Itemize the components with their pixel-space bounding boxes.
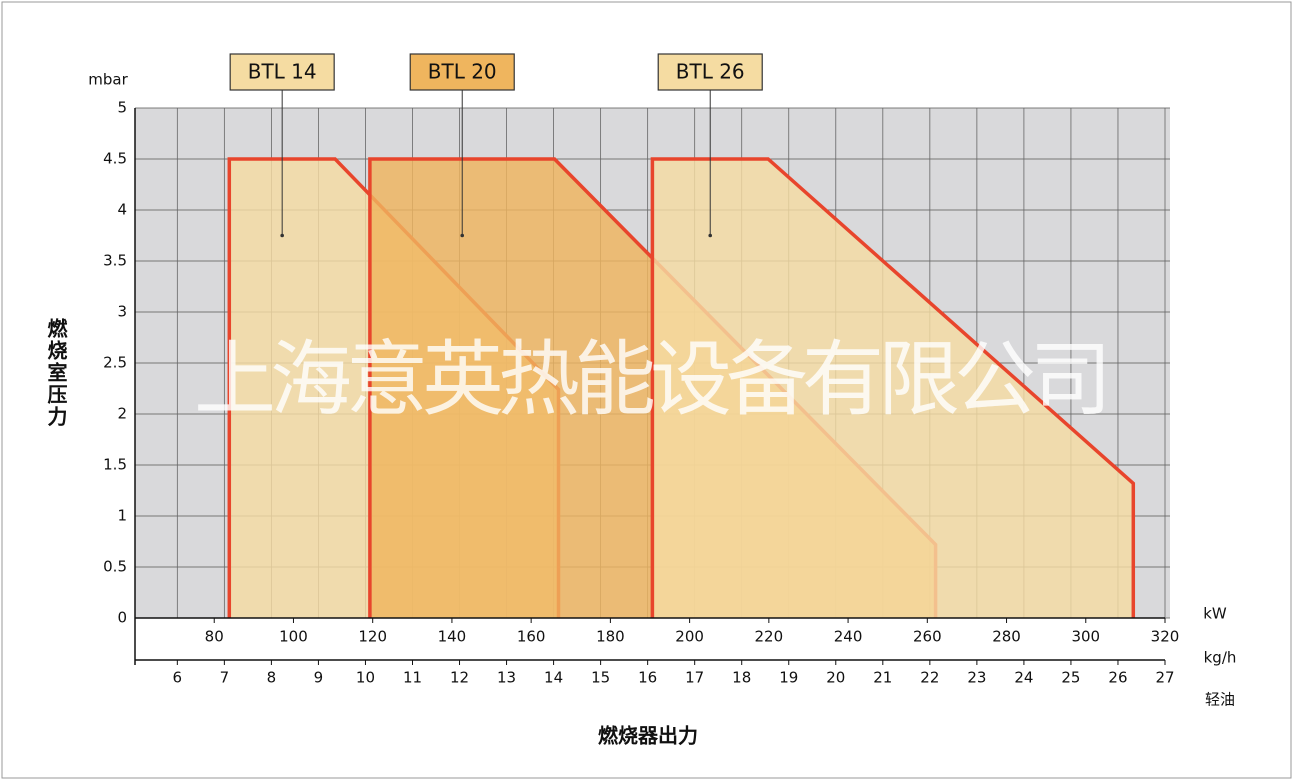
- x-tick-label: 100: [279, 628, 308, 646]
- legend-box: [229, 53, 335, 91]
- watermark: 上海意英热能设备有限公司: [194, 332, 1106, 427]
- x-tick-label: 120: [358, 628, 387, 646]
- y-tick-label: 1.5: [103, 456, 127, 474]
- x2-unit: kg/h: [1204, 649, 1237, 667]
- x-tick-label: 160: [517, 628, 546, 646]
- x-tick-label: 140: [438, 628, 467, 646]
- y-tick-label: 1: [117, 507, 127, 525]
- axes: 0 0.5 1 1.5 2 2.5 3 3.5 4 4.5 5 6 7 8 9 10 11 12 13 14 15 16 1…: [103, 53, 1180, 687]
- x2-tick-label: 7: [220, 669, 230, 687]
- x-tick-label: 280: [992, 628, 1021, 646]
- legend-box: [657, 53, 763, 91]
- y-tick-label: 0.5: [103, 558, 127, 576]
- x2-tick-label: 22: [920, 669, 939, 687]
- x2-tick-label: 17: [685, 669, 704, 687]
- leader-dot: [460, 233, 465, 238]
- x2-tick-label: 18: [732, 669, 751, 687]
- x-tick-label: 320: [1151, 628, 1180, 646]
- legend-box: [409, 53, 515, 91]
- legend-label: BTL 26: [676, 60, 745, 84]
- x2-tick-label: 8: [267, 669, 277, 687]
- x2-tick-label: 13: [497, 669, 516, 687]
- x2-tick-label: 12: [450, 669, 469, 687]
- x-tick-label: 180: [596, 628, 625, 646]
- x2-tick-label: 26: [1108, 669, 1127, 687]
- y-tick-label: 0: [117, 609, 127, 627]
- y-tick-label: 2: [117, 405, 127, 423]
- y-tick-label: 4: [117, 201, 127, 219]
- x-tick-label: 220: [755, 628, 784, 646]
- x2-note: 轻油: [1205, 691, 1235, 709]
- leader-dot: [280, 233, 284, 238]
- x-tick-label: 240: [834, 628, 863, 646]
- y-unit: mbar: [88, 71, 128, 89]
- x-unit: kW: [1203, 605, 1227, 623]
- x2-tick-label: 27: [1155, 669, 1174, 687]
- x-tick-label: 80: [205, 628, 224, 646]
- x2-tick-label: 6: [173, 669, 183, 687]
- x-tick-label: 200: [675, 628, 704, 646]
- leader-dot: [708, 233, 713, 238]
- x-tick-label: 260: [913, 628, 942, 646]
- x2-tick-label: 20: [826, 669, 845, 687]
- y-tick-label: 2.5: [103, 354, 127, 372]
- y-tick-label: 5: [117, 99, 127, 117]
- x-axis-title: 燃烧器出力: [598, 724, 698, 748]
- x-tick-label: 300: [1071, 628, 1100, 646]
- x2-tick-label: 11: [403, 669, 422, 687]
- plot: [227, 157, 1136, 618]
- x2-tick-label: 16: [638, 669, 657, 687]
- x2-tick-label: 21: [873, 669, 892, 687]
- legend-label: BTL 14: [248, 60, 317, 84]
- x2-tick-label: 24: [1014, 669, 1033, 687]
- x2-tick-label: 19: [779, 669, 798, 687]
- y-axis-title: 燃烧室压力: [44, 318, 68, 428]
- y-tick-label: 3: [117, 303, 127, 321]
- y-tick-label: 3.5: [103, 252, 127, 270]
- x2-tick-label: 25: [1061, 669, 1080, 687]
- y-tick-label: 4.5: [103, 150, 127, 168]
- legend-label: BTL 20: [428, 60, 497, 84]
- x2-tick-label: 10: [356, 669, 375, 687]
- x2-tick-label: 9: [314, 669, 324, 687]
- area: [650, 157, 1136, 618]
- x2-tick-label: 23: [967, 669, 986, 687]
- x2-tick-label: 15: [591, 669, 610, 687]
- x2-tick-label: 14: [544, 669, 563, 687]
